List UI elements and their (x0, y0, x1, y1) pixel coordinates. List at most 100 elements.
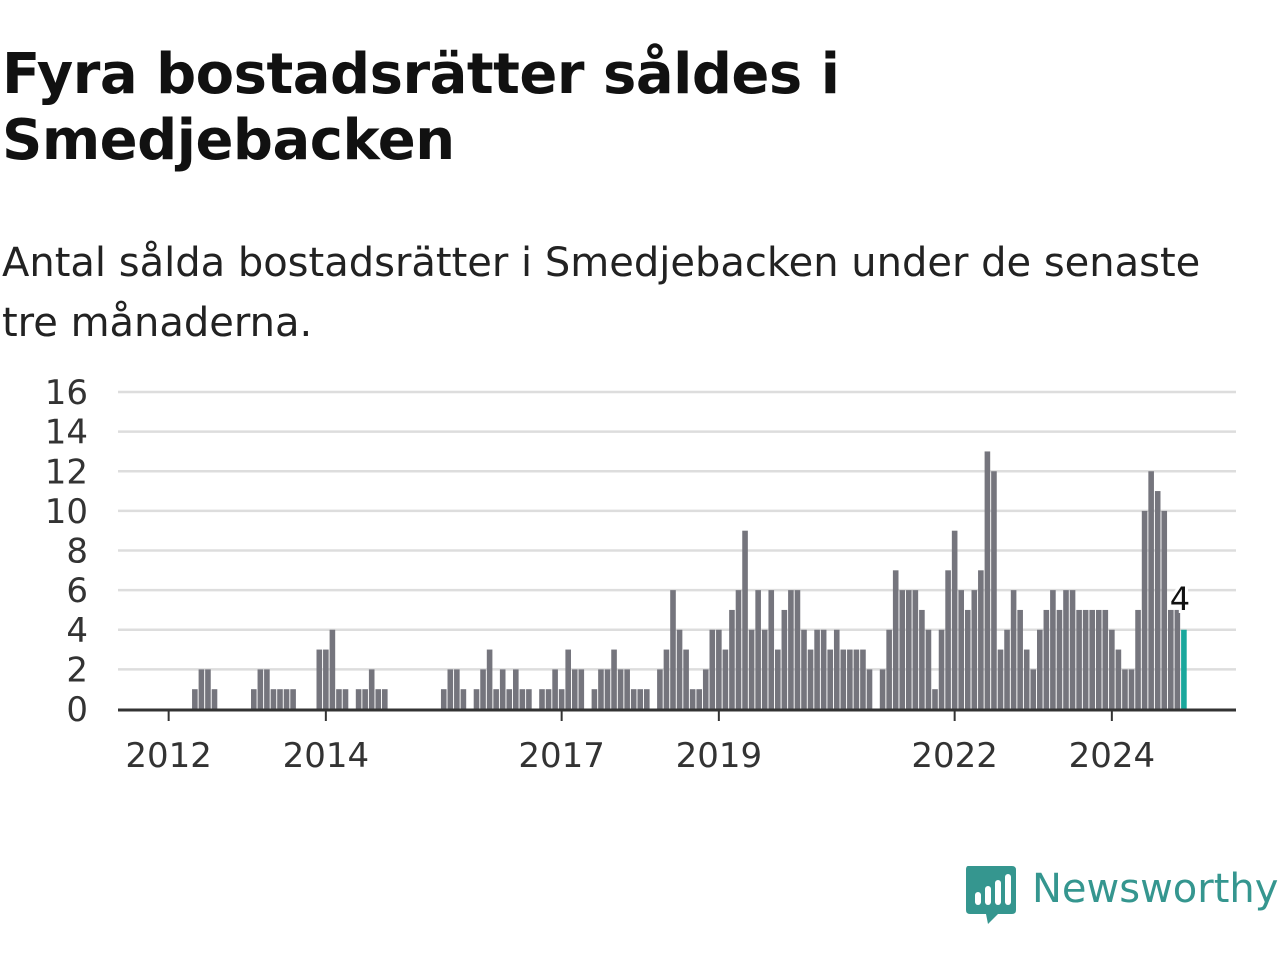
bar (323, 649, 329, 709)
bar (644, 689, 650, 709)
bar (1115, 649, 1122, 709)
bar (1168, 609, 1174, 709)
bar (670, 590, 676, 710)
bar (971, 590, 978, 710)
bar (1004, 629, 1010, 709)
bar (807, 649, 814, 709)
bar (513, 669, 519, 710)
bar (362, 689, 368, 709)
bar (336, 689, 342, 709)
bar (729, 609, 735, 709)
bar (781, 609, 788, 709)
y-tick-label: 6 (66, 571, 88, 611)
bar (860, 649, 866, 709)
bar (964, 609, 971, 709)
y-tick-label: 0 (66, 690, 88, 730)
bar (761, 629, 768, 709)
chart-subtitle: Antal sålda bostadsrätter i Smedjebacken… (2, 240, 1201, 346)
bar (1063, 590, 1069, 710)
bars (192, 451, 1187, 710)
brand: Newsworthy (962, 862, 1278, 928)
y-tick-label: 16 (45, 373, 88, 413)
bar (1148, 471, 1154, 709)
bar (840, 649, 847, 709)
bar (735, 590, 742, 710)
bar (768, 590, 775, 710)
bar (526, 689, 532, 709)
y-tick-label: 12 (45, 452, 88, 492)
x-tick-label: 2024 (1069, 736, 1156, 776)
bar (270, 689, 277, 709)
bar (1128, 669, 1135, 710)
x-tick-label: 2019 (676, 736, 763, 776)
bar (906, 590, 912, 710)
bar (925, 629, 932, 709)
x-tick-label: 2014 (283, 736, 370, 776)
bar (355, 689, 362, 709)
bar (264, 669, 270, 710)
bar (591, 689, 598, 709)
newsworthy-logo-icon (966, 866, 1016, 924)
bar (1076, 609, 1082, 709)
bar (984, 451, 991, 709)
bar (499, 669, 506, 710)
bar (945, 570, 951, 709)
bar (1089, 609, 1095, 709)
bar (1010, 590, 1017, 710)
bar (853, 649, 860, 709)
brand-name: Newsworthy (1032, 866, 1279, 912)
bar (283, 689, 290, 709)
bar (558, 689, 565, 709)
bar (847, 649, 853, 709)
bar (604, 669, 611, 710)
bar (1095, 609, 1102, 709)
bar (565, 649, 571, 709)
bar (1017, 609, 1023, 709)
bar (683, 649, 689, 709)
bar (716, 629, 722, 709)
bar (958, 590, 964, 710)
bar (571, 669, 578, 710)
bar (820, 629, 827, 709)
bar (447, 669, 454, 710)
bar (663, 649, 670, 709)
bar (598, 669, 604, 710)
bar (938, 629, 945, 709)
bar (689, 689, 696, 709)
annotations: 4 (1167, 577, 1193, 621)
bar (1154, 491, 1161, 709)
bar (991, 471, 997, 709)
highlight-value-label: 4 (1170, 580, 1190, 618)
bar (886, 629, 892, 709)
bar (742, 530, 748, 709)
x-axis: 2012 2014 2017 2019 2022 2024 (118, 708, 1236, 776)
bar (702, 669, 709, 710)
gridlines (118, 390, 1236, 671)
bar (788, 590, 794, 710)
bar (866, 669, 873, 710)
bar (1135, 609, 1141, 709)
bar (473, 689, 480, 709)
bar (611, 649, 617, 709)
bar (454, 669, 460, 710)
bar (1050, 590, 1056, 710)
bar (1141, 510, 1148, 710)
bar (827, 649, 833, 709)
chart-title: Fyra bostadsrätter såldes i Smedjebacken (2, 42, 840, 173)
bar (951, 530, 958, 709)
bar (833, 629, 840, 709)
bar (277, 689, 283, 709)
bar (493, 689, 499, 709)
bar (892, 570, 899, 709)
bar (978, 570, 984, 709)
bar (375, 689, 382, 709)
bar (637, 689, 644, 709)
bar (899, 590, 906, 710)
bar (192, 689, 198, 709)
bar (1102, 609, 1109, 709)
bar (205, 669, 211, 710)
bar (1082, 609, 1089, 709)
bar (624, 669, 630, 710)
y-tick-label: 2 (66, 650, 88, 690)
